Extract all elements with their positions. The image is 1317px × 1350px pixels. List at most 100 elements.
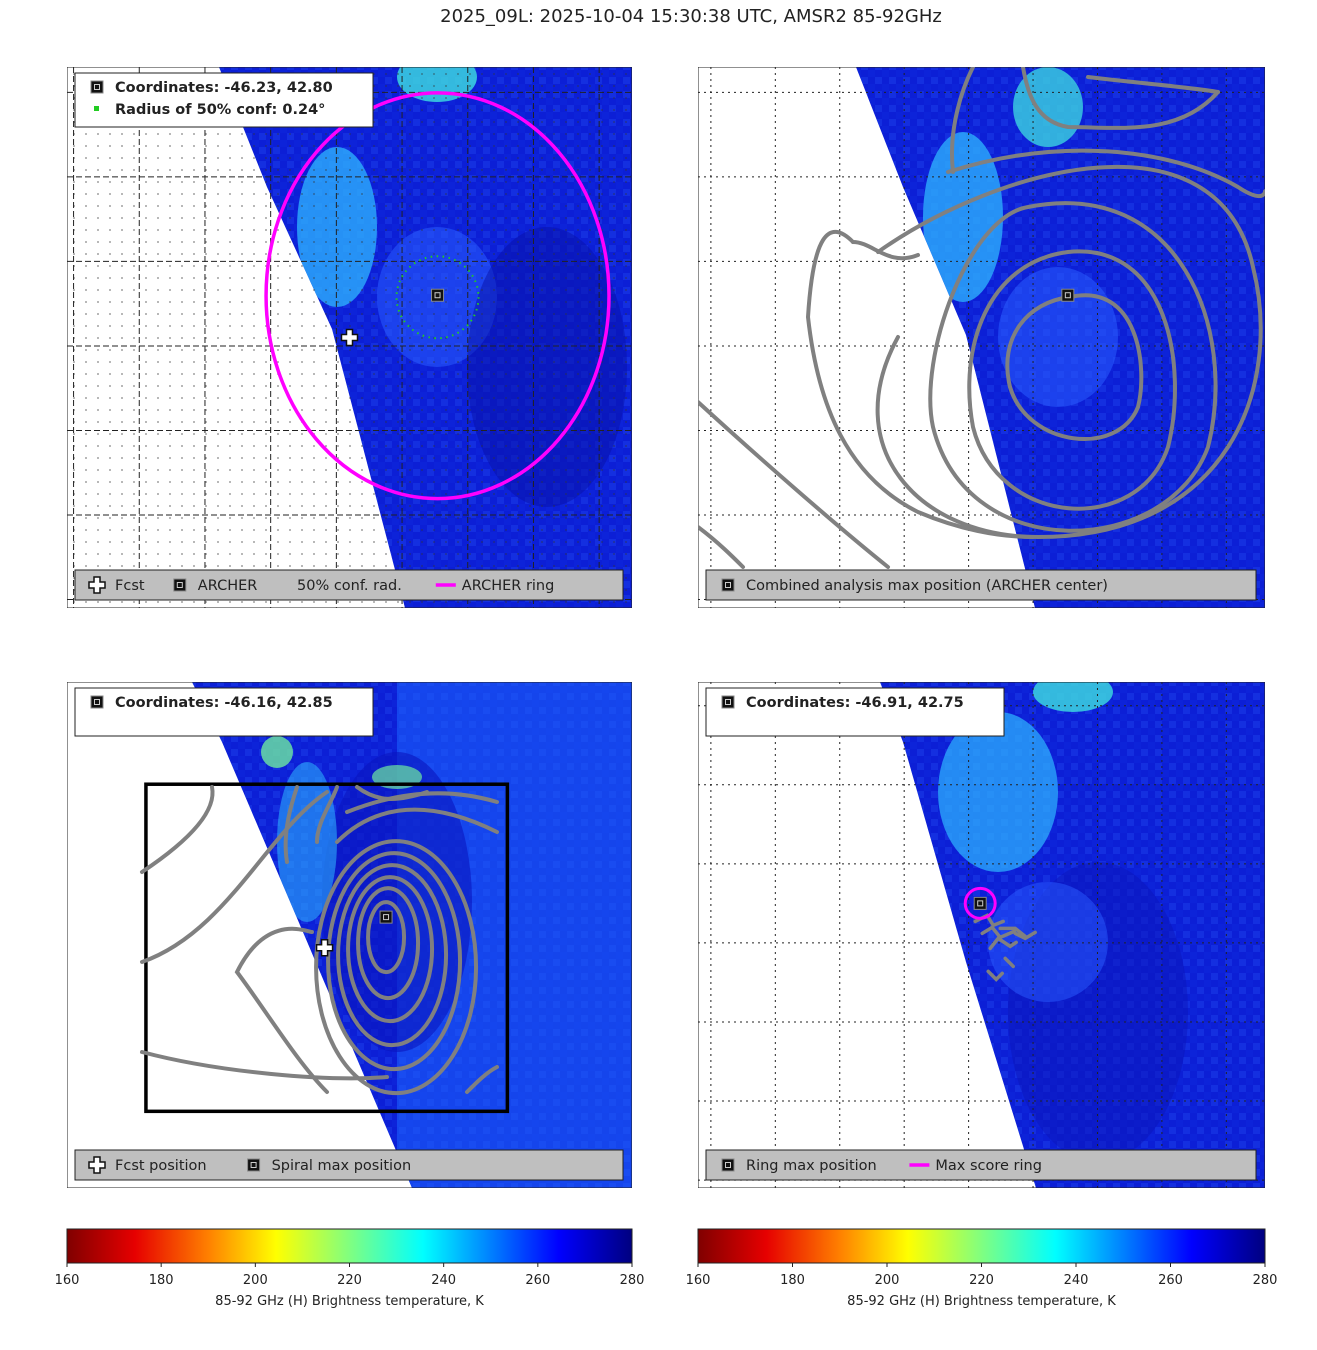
forecast-marker (315, 939, 334, 957)
eye-region (998, 267, 1118, 407)
forecast-marker (340, 328, 359, 347)
contour-ring (314, 839, 479, 1096)
x-tick-label: -47.5 (254, 617, 288, 632)
y-tick-label: 44.5 (32, 742, 61, 757)
panel-title: Combined Score Analysis (Spiral + Ring +… (730, 41, 1233, 60)
plus-icon (88, 1156, 106, 1174)
marker-outer (1061, 288, 1075, 302)
x-tick-label: -44 (555, 1197, 576, 1212)
x-tick-label: -46 (457, 617, 478, 632)
archer-ring (264, 91, 611, 501)
marker-inner (250, 1162, 257, 1168)
x-tick-label: -45.5 (1145, 617, 1179, 632)
plot-area: -49 -48 -47 -46 -45 -44 40.5 41 41.5 42 42.5 43 43.5… (32, 682, 632, 1212)
colorbar-tick-label: 280 (1253, 1273, 1278, 1288)
colorbar-label: 85-92 GHz (H) Brightness temperature, K (847, 1294, 1116, 1309)
colorbar-tick-label: 240 (1064, 1273, 1089, 1288)
legend-label: Combined analysis max position (ARCHER c… (746, 578, 1108, 594)
contour-line (1005, 293, 1144, 441)
contour-line (851, 240, 920, 261)
x-tick-label: -45 (1216, 1197, 1237, 1212)
max-score-ring (963, 886, 997, 920)
y-tick-label: 43.5 (663, 171, 692, 186)
y-tick-label: 44 (44, 86, 61, 101)
legend-entry: Max score ring (909, 1158, 1042, 1174)
contour-line (967, 249, 1177, 511)
colorbar-tick-label: 200 (875, 1273, 900, 1288)
legend-entry: Fcst (88, 576, 145, 594)
spiral-max-marker (379, 910, 393, 924)
y-tick-label: 41.5 (663, 509, 692, 524)
contour-line (998, 926, 1027, 939)
marker-inner (977, 900, 984, 907)
square-marker-icon (247, 1158, 261, 1172)
panel-title: Center Fix Synopsis Forecast Vmax: 53.5 … (148, 41, 550, 60)
contour-line (355, 785, 429, 801)
info-box-frame (74, 687, 374, 737)
contour-line (1013, 930, 1037, 941)
legend-frame (705, 569, 1257, 601)
marker-outer (379, 910, 393, 924)
colorbar-tick-label: 180 (780, 1273, 805, 1288)
contour-line (140, 790, 329, 964)
x-tick-label: -47 (306, 1197, 327, 1212)
marker-inner (725, 699, 731, 705)
x-tick-label: -48 (829, 617, 850, 632)
y-tick-label: 43 (675, 858, 692, 873)
y-tick-label: 43 (44, 896, 61, 911)
contour-line (698, 400, 890, 569)
y-tick-label: 42.5 (32, 340, 61, 355)
legend-frame (705, 1149, 1257, 1181)
legend-label: ARCHER ring (462, 578, 555, 594)
contour-line (140, 1050, 389, 1081)
x-tick-label: -49 (700, 617, 721, 632)
y-tick-label: 43 (44, 255, 61, 270)
contour-line (805, 229, 1035, 539)
x-tick-label: -46.5 (1016, 1197, 1050, 1212)
y-tick-label: 42 (675, 424, 692, 439)
contour-line (335, 807, 499, 844)
square-marker-icon (173, 578, 187, 592)
x-tick-label: -48.5 (758, 1197, 792, 1212)
plot-area: -49 -48.5 -48 -47.5 -47 -46.5 -46 -45.5 -45 41 41.… (663, 682, 1265, 1212)
panel-spiral: -49 -48 -47 -46 -45 -44 40.5 41 41.5 42 42.5 43 43.5… (32, 682, 632, 1212)
figure-title: 2025_09L: 2025-10-04 15:30:38 UTC, AMSR2… (440, 6, 942, 27)
info-square-marker (90, 695, 104, 709)
info-line: Coordinates: -46.91, 42.75 (746, 695, 964, 711)
x-tick-label: -48.5 (758, 617, 792, 632)
info-square-marker (721, 695, 735, 709)
x-tick-label: -47.5 (887, 617, 921, 632)
contour-line (946, 148, 1265, 199)
contour-line (465, 1065, 499, 1094)
cyan-band (938, 712, 1058, 872)
y-tick-label: 41 (44, 1100, 61, 1115)
x-tick-label: -47 (958, 1197, 979, 1212)
core-region (322, 752, 472, 1052)
x-tick-label: -49 (700, 1197, 721, 1212)
marker-outer (721, 578, 735, 592)
marker-outer (721, 695, 735, 709)
info-box: Coordinates: -46.23, 42.80 Radius of 50% … (74, 72, 374, 128)
info-line: Coordinates: -46.23, 42.80 (115, 80, 333, 96)
info-box-frame (705, 687, 1005, 737)
y-tick-label: 41 (675, 594, 692, 609)
contour-line (875, 164, 1263, 540)
legend-label: Max score ring (935, 1158, 1042, 1174)
x-tick-label: -45 (589, 617, 610, 632)
contour-ring (356, 886, 421, 1001)
marker-outer (973, 896, 987, 910)
legend-label: 50% conf. rad. (297, 578, 402, 594)
contour-line (950, 67, 975, 174)
contour-line (980, 925, 1016, 940)
y-tick-label: 43.5 (663, 779, 692, 794)
colorbar-tick-label: 220 (969, 1273, 994, 1288)
y-tick-label: 40.5 (32, 1151, 61, 1166)
marker-outer (173, 578, 187, 592)
marker-outer (90, 695, 104, 709)
colorbar-tick-label: 160 (686, 1273, 711, 1288)
plus-shape (340, 328, 359, 347)
info-box-frame (74, 72, 374, 128)
marker-inner (383, 914, 390, 921)
contour-line (315, 785, 339, 844)
